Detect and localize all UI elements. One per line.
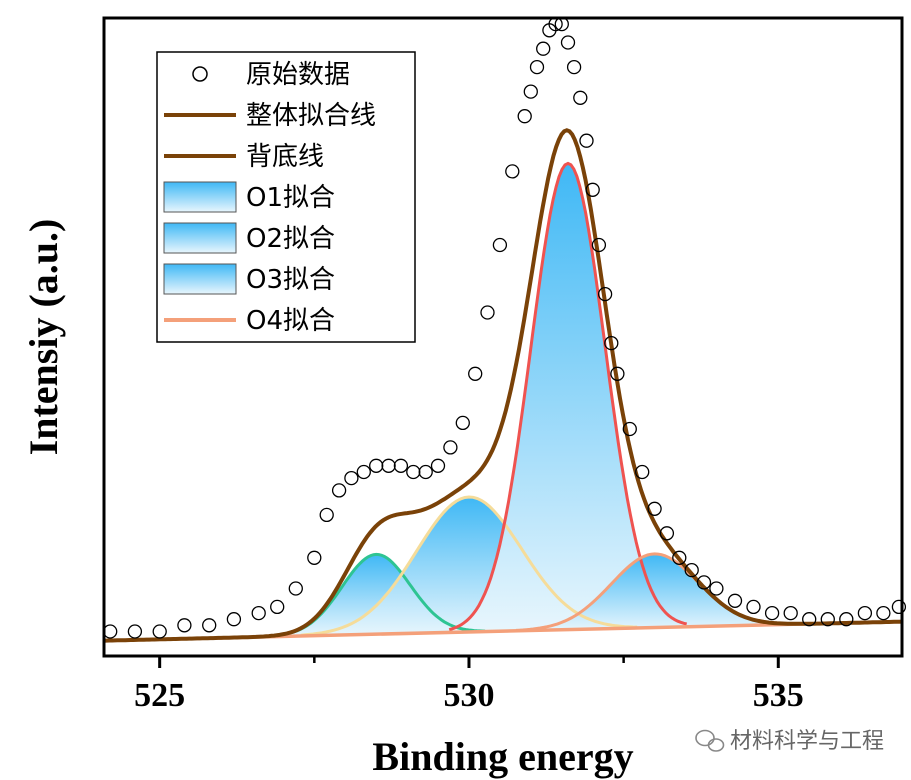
raw-data-point — [820, 612, 835, 627]
raw-data-point — [492, 237, 508, 253]
peak-fill-4 — [516, 553, 794, 631]
raw-data-point — [226, 612, 242, 627]
x-axis-title: Binding energy — [372, 734, 633, 779]
x-tick-label: 535 — [753, 677, 804, 714]
raw-data-point — [517, 109, 532, 124]
raw-data-point — [659, 526, 675, 541]
raw-data-point — [727, 593, 743, 608]
raw-data-point — [393, 458, 409, 473]
legend-label: 整体拟合线 — [246, 101, 376, 131]
raw-data-point — [331, 483, 347, 498]
raw-data-point — [270, 599, 285, 615]
legend-item-2: 整体拟合线 — [164, 101, 376, 131]
raw-data-point — [529, 59, 545, 75]
raw-data-point — [573, 90, 588, 105]
raw-data-point — [635, 464, 650, 480]
raw-data-point — [307, 550, 322, 565]
raw-data-point — [418, 464, 433, 480]
raw-data-point — [480, 305, 495, 320]
legend-label: 背底线 — [246, 142, 324, 172]
raw-data-point — [103, 624, 118, 639]
raw-data-point — [802, 612, 817, 627]
legend-swatch — [163, 222, 237, 254]
raw-data-point — [876, 605, 891, 621]
y-axis-title: Intensiy (a.u.) — [21, 219, 66, 456]
legend-swatch — [163, 263, 237, 295]
raw-data-point — [523, 84, 538, 99]
plot-frame — [102, 16, 904, 658]
raw-data-point — [127, 624, 143, 639]
legend-item-5: O2拟合 — [163, 222, 335, 254]
legend-item-6: O3拟合 — [163, 263, 335, 295]
legend-label: O2拟合 — [246, 224, 335, 254]
raw-data-point — [891, 599, 907, 615]
legend-label: O1拟合 — [246, 183, 335, 213]
envelope-fit-line — [103, 128, 903, 643]
raw-data-point — [585, 182, 600, 197]
raw-data-point — [319, 507, 334, 523]
raw-data-point — [566, 59, 582, 75]
raw-data-point — [597, 286, 613, 302]
legend-marker — [192, 66, 208, 82]
peak-edge-3 — [448, 161, 688, 632]
raw-data-point — [455, 415, 470, 431]
raw-data-point — [344, 470, 359, 486]
raw-data-point — [202, 618, 217, 633]
raw-data-point — [406, 464, 421, 480]
raw-data-point — [579, 133, 594, 148]
raw-data-point — [696, 575, 712, 590]
raw-data-point — [536, 41, 551, 56]
raw-data-point — [610, 366, 625, 381]
raw-data-point — [746, 599, 761, 615]
raw-data-point — [443, 440, 458, 455]
raw-data-point — [505, 164, 520, 179]
raw-data-point — [839, 612, 854, 627]
raw-data-point — [647, 501, 662, 516]
raw-data-markers — [103, 16, 907, 639]
raw-data-point — [251, 605, 266, 621]
raw-data-point — [604, 335, 619, 351]
raw-data-point — [356, 464, 371, 480]
legend-label: O3拟合 — [246, 265, 335, 295]
legend-swatch — [163, 181, 237, 213]
raw-data-point — [709, 581, 724, 596]
watermark: 材料科学与工程 — [695, 729, 884, 754]
peak-edge-2 — [300, 495, 638, 637]
raw-data-point — [857, 605, 873, 621]
raw-data-point — [672, 550, 687, 565]
legend-label: O4拟合 — [246, 306, 335, 336]
raw-data-point — [468, 366, 483, 381]
legend-label: 原始数据 — [246, 60, 350, 90]
raw-data-point — [622, 421, 637, 437]
raw-data-point — [764, 605, 780, 621]
raw-data-point — [288, 581, 303, 596]
raw-data-point — [560, 35, 576, 50]
raw-data-point — [684, 562, 699, 578]
wechat-icon — [695, 729, 725, 752]
raw-data-point — [591, 237, 607, 253]
raw-data-point — [783, 605, 798, 621]
legend-item-7: O4拟合 — [164, 306, 335, 336]
x-axis-ticks: 525 530 535 — [134, 656, 804, 714]
curve-layer — [103, 128, 903, 643]
raw-data-point — [177, 618, 192, 633]
x-tick-label: 525 — [134, 677, 185, 714]
raw-data-point — [430, 458, 446, 473]
x-tick-label: 530 — [443, 677, 494, 714]
watermark-text: 材料科学与工程 — [730, 729, 884, 754]
legend-item-4: O1拟合 — [163, 181, 335, 213]
legend-item-3: 背底线 — [164, 142, 324, 172]
peak-fill-3 — [449, 163, 687, 633]
raw-data-point — [381, 458, 396, 473]
raw-data-point — [369, 458, 384, 473]
peak-fill-layer — [267, 163, 794, 637]
legend-item-1: 原始数据 — [192, 60, 350, 90]
raw-data-point — [152, 624, 167, 639]
